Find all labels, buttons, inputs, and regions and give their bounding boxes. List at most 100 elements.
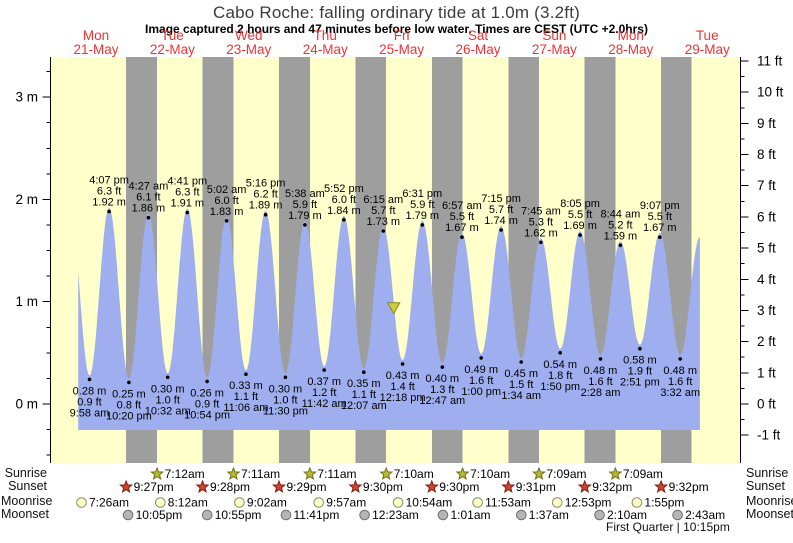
low-tide-dot	[440, 365, 445, 369]
moonrise-row-label-right: Moonrise	[746, 494, 793, 508]
high-tide-ft: 6.1 ft	[136, 192, 160, 204]
day-name-label: Thu	[314, 28, 337, 43]
high-tide-m: 1.84 m	[327, 205, 361, 217]
sunset-star-icon	[348, 479, 363, 494]
moonrise-moon-icon	[313, 497, 325, 508]
moonset-moon-icon	[594, 509, 605, 521]
day-name-label: Tue	[696, 28, 719, 43]
sunset-star-icon	[424, 479, 439, 494]
moonset-moon-icon	[359, 509, 370, 521]
moonrise-moon-icon	[551, 497, 563, 508]
high-tide-dot	[107, 209, 111, 214]
sunrise-row-label-left: Sunrise	[4, 466, 47, 480]
high-tide-dot	[578, 233, 582, 237]
high-tide-m: 1.62 m	[524, 227, 558, 239]
high-tide-ft: 6.2 ft	[253, 189, 277, 201]
moonset-time: 1:37am	[529, 508, 569, 522]
high-tide-labels: 4:07 pm6.3 ft1.92 m4:27 am6.1 ft1.86 m4:…	[89, 175, 680, 248]
high-tide-time: 7:15 pm	[481, 193, 521, 205]
sunrise-star-icon	[150, 466, 165, 481]
high-tide-dot	[303, 223, 307, 227]
high-tide-ft: 5.3 ft	[529, 216, 553, 228]
day-date-label: 25-May	[379, 42, 424, 57]
moonset-row-label-right: Moonset	[746, 507, 793, 521]
low-tide-m: 0.37 m	[307, 376, 341, 388]
moonset-moon-icon	[516, 509, 527, 521]
high-tide-dot	[460, 235, 464, 239]
low-tide-time: 2:51 pm	[620, 377, 660, 389]
sunset-time: 9:30pm	[363, 480, 403, 494]
moonrise-time: 11:53am	[485, 496, 531, 510]
low-tide-m: 0.26 m	[190, 387, 224, 399]
sunrise-time: 7:12am	[165, 467, 205, 481]
low-tide-ft: 1.1 ft	[234, 391, 258, 403]
moonset-time: 2:10am	[607, 508, 647, 522]
sunset-time: 9:29pm	[287, 480, 327, 494]
low-tide-ft: 1.6 ft	[588, 376, 612, 388]
day-name-label: Tue	[161, 28, 184, 43]
low-tide-dot	[205, 379, 209, 384]
y-right-tick-label: 6 ft	[757, 209, 776, 224]
day-date-label: 23-May	[226, 42, 271, 57]
low-tide-ft: 1.3 ft	[430, 384, 454, 396]
day-name-label: Sun	[542, 28, 566, 43]
high-tide-time: 8:44 am	[601, 208, 641, 220]
high-tide-time: 7:45 am	[521, 205, 561, 217]
high-tide-ft: 5.5 ft	[450, 211, 474, 223]
low-tide-dot	[519, 360, 523, 364]
high-tide-time: 4:27 am	[129, 181, 169, 193]
high-tide-dot	[146, 215, 151, 220]
low-tide-ft: 1.4 ft	[390, 381, 414, 393]
high-tide-m: 1.74 m	[484, 215, 518, 227]
high-tide-m: 1.91 m	[170, 198, 204, 210]
low-tide-ft: 1.8 ft	[548, 370, 572, 382]
sunrise-time: 7:11am	[241, 467, 280, 481]
capture-note: Image captured 2 hours and 47 minutes be…	[145, 22, 648, 36]
y-left-tick-label: 0 m	[15, 397, 38, 412]
moonset-moon-icon	[201, 509, 213, 521]
sunrise-time: 7:09am	[547, 467, 587, 481]
moonset-moon-icon	[280, 509, 292, 521]
high-tide-m: 1.79 m	[288, 210, 322, 222]
high-tide-dot	[263, 212, 268, 217]
sunset-star-icon	[654, 479, 669, 494]
high-tide-time: 5:38 am	[285, 188, 325, 200]
day-name-label: Fri	[394, 28, 410, 43]
high-tide-time: 5:02 am	[207, 184, 247, 196]
moonset-time: 1:01am	[451, 508, 491, 522]
low-tide-dot	[479, 356, 484, 360]
low-tide-m: 0.30 m	[151, 383, 185, 395]
low-tide-time: 1:00 pm	[461, 386, 501, 398]
high-tide-m: 1.83 m	[210, 206, 244, 218]
low-tide-ft: 0.9 ft	[77, 396, 101, 408]
low-tide-ft: 0.9 ft	[195, 398, 219, 410]
high-tide-m: 1.92 m	[92, 197, 126, 209]
moonset-time: 10:55pm	[215, 508, 262, 522]
moonrise-moon-icon	[631, 497, 643, 508]
sunrise-row-label-right: Sunrise	[746, 466, 789, 480]
high-tide-time: 5:16 pm	[246, 178, 286, 190]
day-date-label: 27-May	[532, 42, 577, 57]
low-tide-m: 0.48 m	[663, 365, 697, 377]
moonrise-time: 9:02am	[247, 496, 287, 510]
sunrise-time: 7:10am	[394, 467, 434, 481]
low-tide-dot	[244, 372, 248, 377]
high-tide-ft: 5.5 ft	[648, 211, 672, 223]
sunrise-time: 7:11am	[317, 467, 356, 481]
y-left-tick-label: 3 m	[15, 90, 38, 105]
high-tide-dot	[381, 229, 386, 233]
sunrise-star-icon	[302, 466, 317, 481]
y-right-tick-label: 5 ft	[757, 241, 776, 256]
high-tide-m: 1.67 m	[643, 222, 677, 234]
low-tide-time: 12:47 am	[419, 395, 465, 407]
high-tide-ft: 6.0 ft	[332, 194, 356, 206]
low-tide-m: 0.25 m	[112, 388, 146, 400]
low-tide-m: 0.28 m	[73, 385, 107, 397]
low-tide-time: 10:32 am	[145, 405, 191, 417]
low-tide-time: 10:20 pm	[106, 410, 152, 422]
low-tide-dot	[678, 357, 682, 361]
low-tide-dot	[87, 377, 92, 382]
y-right-tick-label: 10 ft	[757, 85, 784, 100]
high-tide-time: 6:15 am	[363, 194, 403, 206]
